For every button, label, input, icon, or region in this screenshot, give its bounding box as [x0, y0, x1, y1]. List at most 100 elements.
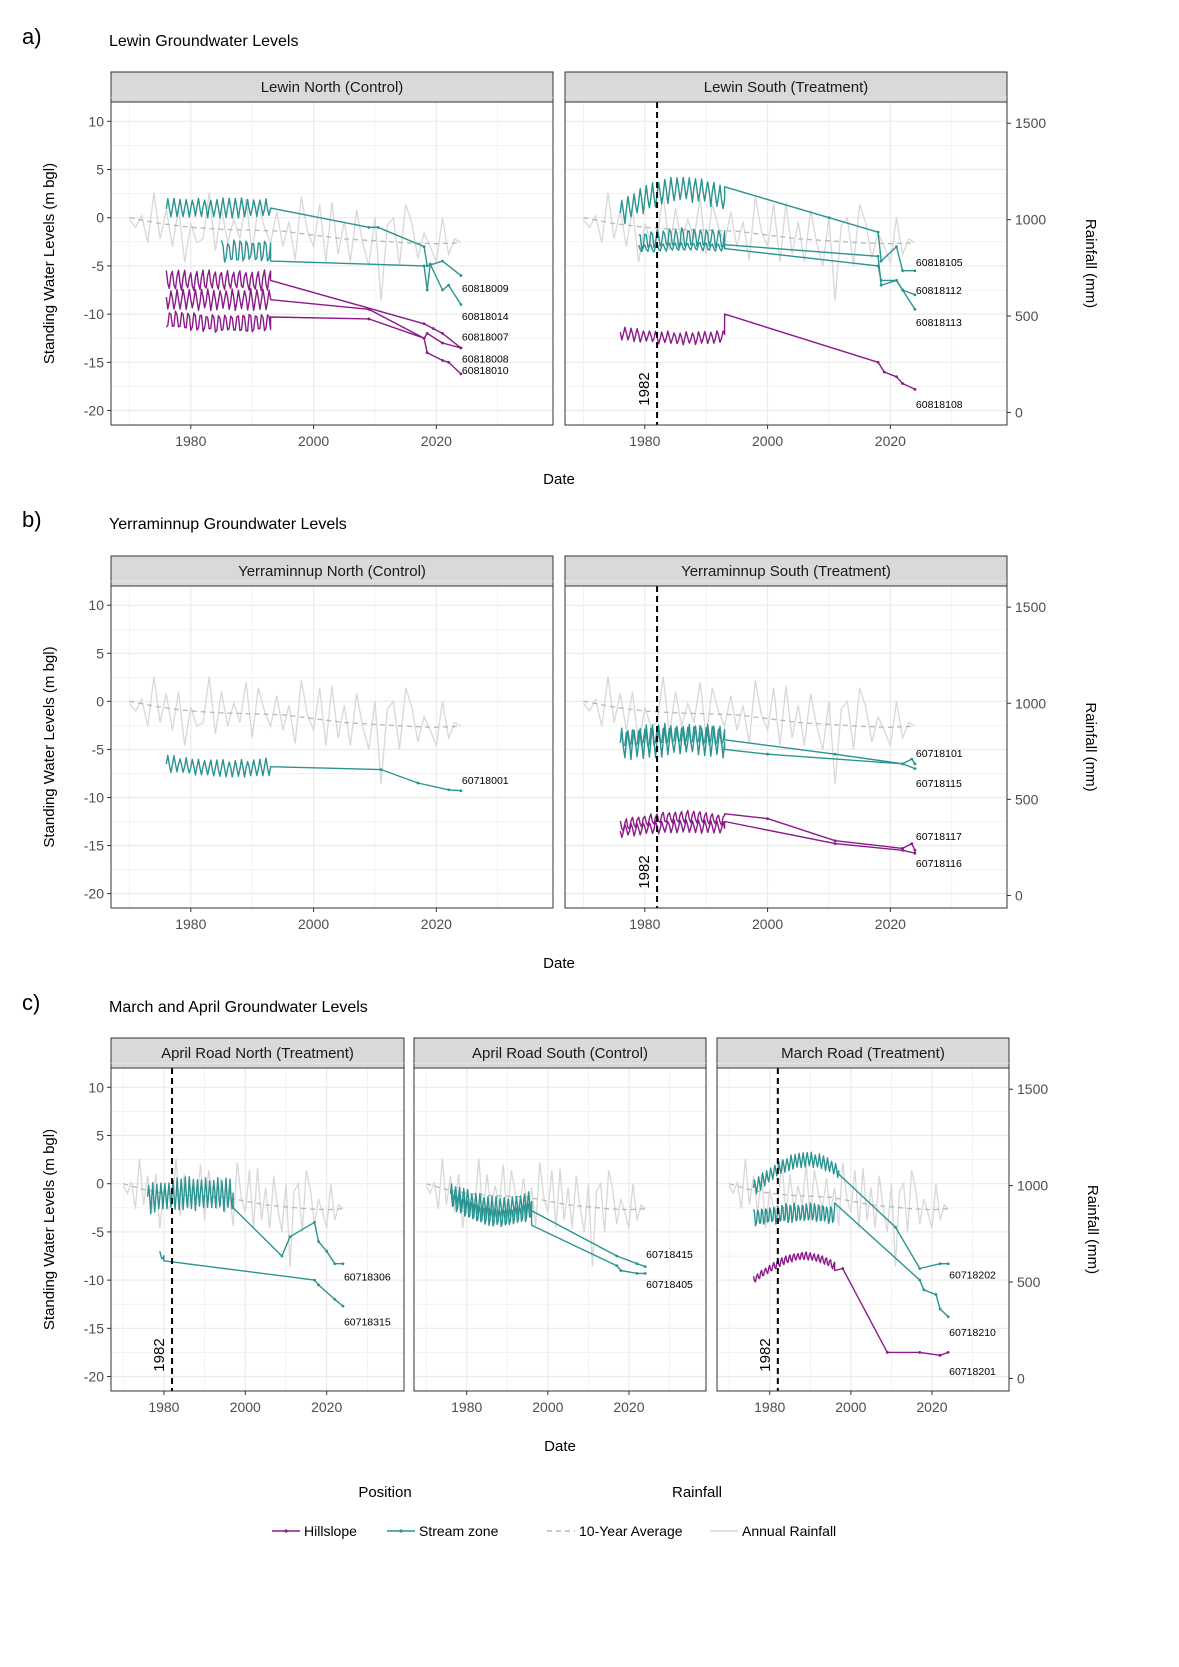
panel-strip-label: March Road (Treatment) — [781, 1045, 945, 1062]
y-tick-label: -15 — [84, 838, 104, 854]
bore-label-60718117: 60718117 — [916, 831, 962, 843]
bore-point — [422, 322, 426, 326]
y-right-tick-label: 1500 — [1015, 599, 1046, 615]
bore-line-60818008 — [165, 287, 462, 349]
x-tick-label: 2000 — [298, 433, 329, 449]
bore-point — [333, 1298, 337, 1301]
bore-line-60718101 — [619, 722, 916, 770]
legend-key-point — [399, 1529, 403, 1533]
bore-line-60818009 — [165, 197, 462, 277]
bore-point — [376, 225, 380, 229]
y-right-tick-label: 1000 — [1015, 212, 1046, 228]
bore-point — [325, 1249, 329, 1253]
bore-point — [367, 225, 371, 229]
treatment-1982-label: 1982 — [636, 855, 653, 888]
row-title: Yerraminnup Groundwater Levels — [109, 516, 347, 533]
bore-point — [288, 1235, 292, 1239]
bore-point — [946, 1262, 950, 1266]
panel-border — [564, 585, 1008, 909]
panel-border — [110, 585, 554, 909]
bore-point — [879, 259, 883, 263]
bore-label-60818112: 60818112 — [916, 285, 962, 297]
bore-point — [885, 1351, 889, 1354]
bore-point — [934, 1293, 938, 1296]
bore-point — [833, 839, 837, 843]
bore-point — [317, 1240, 320, 1243]
y-right-tick-label: 500 — [1015, 791, 1039, 807]
row-tag: b) — [22, 507, 42, 532]
panel-strip-label: April Road North (Treatment) — [161, 1045, 354, 1062]
bore-point — [833, 752, 837, 756]
panel-strip-label: Lewin South (Treatment) — [704, 79, 869, 96]
plot-background — [565, 102, 1007, 425]
bore-point — [441, 259, 444, 263]
bore-label-60718001: 60718001 — [462, 775, 509, 787]
plot-background — [111, 586, 553, 908]
y-axis-right-title: Rainfall (mm) — [1082, 702, 1099, 791]
bore-line-60718116 — [619, 819, 916, 854]
panel: April Road South (Control) 60718415 607184… — [413, 1037, 707, 1415]
bore-point — [425, 351, 429, 355]
y-tick-label: 0 — [96, 210, 104, 226]
panel-strip-label: Yerraminnup South (Treatment) — [681, 563, 891, 580]
bore-point — [425, 332, 429, 335]
bore-point — [635, 1262, 639, 1266]
legend-rainfall-title: Rainfall — [672, 1484, 722, 1501]
bore-point — [422, 264, 426, 268]
bore-point — [841, 1267, 845, 1270]
x-tick-label: 2020 — [875, 916, 906, 932]
ten-year-average-line — [129, 700, 461, 728]
bore-point — [367, 307, 371, 311]
y-right-tick-label: 0 — [1015, 888, 1023, 904]
bore-point — [280, 1254, 284, 1258]
ten-year-average-line — [583, 217, 915, 245]
panel-border — [110, 1067, 405, 1392]
bore-point — [827, 216, 831, 220]
x-tick-label: 1980 — [629, 433, 660, 449]
bore-label-60718315: 60718315 — [344, 1317, 391, 1329]
bore-line-60818105 — [619, 176, 915, 272]
legend-label-hill: Hillslope — [304, 1523, 357, 1539]
x-tick-label: 2000 — [752, 916, 783, 932]
bore-line-60718001 — [165, 754, 461, 792]
bore-point — [333, 1262, 337, 1266]
annual-rainfall-line — [582, 192, 916, 301]
bore-point — [913, 387, 917, 391]
x-tick-label: 2000 — [532, 1399, 563, 1415]
bore-point — [422, 336, 426, 340]
x-tick-label: 2000 — [298, 916, 329, 932]
y-tick-label: 5 — [96, 1127, 104, 1143]
bore-point — [313, 1220, 316, 1224]
bore-label-60818008: 60818008 — [462, 353, 509, 365]
ten-year-average-line — [583, 700, 915, 728]
plot-background — [111, 1068, 404, 1391]
annual-rainfall-line — [128, 676, 462, 785]
panel-border — [110, 101, 554, 426]
bore-point — [901, 762, 905, 766]
x-tick-label: 2020 — [421, 433, 452, 449]
x-tick-label: 1980 — [629, 916, 660, 932]
bore-label-60718115: 60718115 — [916, 778, 962, 790]
x-tick-label: 1980 — [175, 433, 206, 449]
bore-point — [895, 278, 898, 282]
legend-key-point — [284, 1529, 288, 1533]
y-right-tick-label: 1000 — [1017, 1178, 1048, 1194]
y-tick-label: 10 — [88, 113, 104, 129]
bore-point — [379, 768, 383, 771]
bore-point — [913, 307, 917, 311]
y-tick-label: -20 — [84, 1369, 104, 1385]
y-tick-label: -20 — [84, 886, 104, 902]
bore-line-60718202 — [752, 1151, 949, 1270]
x-axis-title: Date — [543, 471, 575, 488]
bore-point — [913, 848, 917, 852]
bore-point — [910, 842, 914, 845]
x-axis-title: Date — [543, 955, 575, 972]
bore-point — [615, 1264, 619, 1268]
bore-label-60818108: 60818108 — [916, 399, 963, 411]
bore-point — [901, 382, 905, 385]
bore-point — [428, 262, 432, 266]
y-tick-label: 5 — [96, 161, 104, 177]
y-axis-right-title: Rainfall (mm) — [1082, 219, 1099, 308]
bore-point — [766, 817, 769, 821]
x-axis-title: Date — [544, 1438, 576, 1455]
